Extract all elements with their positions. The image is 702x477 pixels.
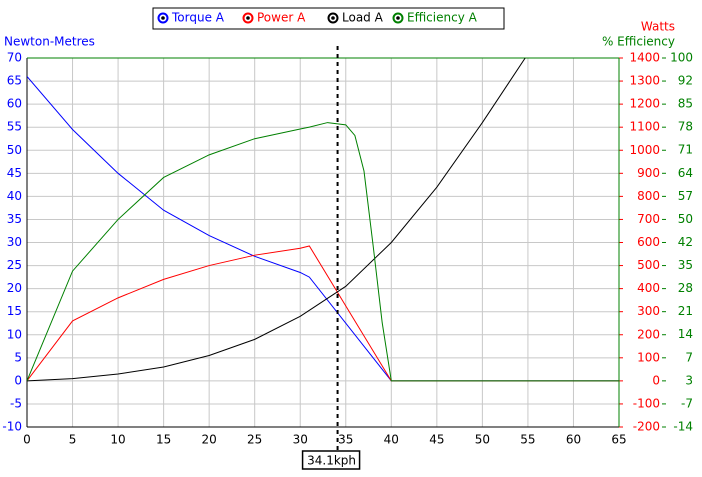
y3-tick-label: 7 bbox=[685, 350, 693, 364]
x-tick-label: 45 bbox=[429, 433, 444, 447]
y2-tick-label: 300 bbox=[637, 304, 660, 318]
x-tick-label: 15 bbox=[156, 433, 171, 447]
y-tick-label: 50 bbox=[7, 143, 22, 157]
y3-tick-label: 92 bbox=[678, 74, 693, 88]
y3-tick-label: 57 bbox=[678, 189, 693, 203]
y-tick-label: 60 bbox=[7, 97, 22, 111]
marker-label-box bbox=[301, 450, 361, 470]
y-tick-label: 0 bbox=[14, 373, 22, 387]
y3-tick-label: 14 bbox=[678, 327, 693, 341]
y2-tick-label: 0 bbox=[652, 373, 660, 387]
y-tick-label: -5 bbox=[10, 396, 22, 410]
y-axis-title: Newton-Metres bbox=[4, 35, 95, 49]
y-tick-label: 30 bbox=[7, 235, 22, 249]
y2-tick-label: 1300 bbox=[629, 74, 660, 88]
legend-marker-dot bbox=[246, 16, 250, 20]
y3-tick-label: -7 bbox=[681, 396, 693, 410]
legend-label: Efficiency A bbox=[407, 11, 478, 25]
y-tick-label: 70 bbox=[7, 51, 22, 65]
y2-tick-label: 400 bbox=[637, 281, 660, 295]
y-tick-label: 25 bbox=[7, 258, 22, 272]
plot-area bbox=[27, 58, 619, 382]
x-tick-label: 55 bbox=[520, 433, 535, 447]
series-line bbox=[27, 245, 619, 382]
y-tick-label: 20 bbox=[7, 281, 22, 295]
y3-tick-label: 42 bbox=[678, 235, 693, 249]
y2-tick-label: 800 bbox=[637, 189, 660, 203]
x-tick-label: 65 bbox=[611, 433, 626, 447]
y-tick-label: 15 bbox=[7, 304, 22, 318]
y2-tick-label: 500 bbox=[637, 258, 660, 272]
x-tick-label: 25 bbox=[247, 433, 262, 447]
y2-tick-label: 1000 bbox=[629, 143, 660, 157]
y3-tick-label: 71 bbox=[678, 143, 693, 157]
y2-tick-label: -200 bbox=[633, 420, 660, 434]
x-tick-label: 10 bbox=[110, 433, 125, 447]
y-tick-label: 5 bbox=[14, 350, 22, 364]
x-tick-label: 5 bbox=[69, 433, 77, 447]
y-tick-label: 40 bbox=[7, 189, 22, 203]
y2-tick-label: 1100 bbox=[629, 120, 660, 134]
y-tick-label: 10 bbox=[7, 327, 22, 341]
y-tick-label: -10 bbox=[2, 420, 22, 434]
marker-label: 34.1kph bbox=[307, 454, 356, 468]
y3-tick-label: -14 bbox=[673, 420, 693, 434]
x-tick-label: 40 bbox=[384, 433, 399, 447]
y3-tick-label: 21 bbox=[678, 304, 693, 318]
series-line bbox=[27, 122, 619, 382]
y2-tick-label: -100 bbox=[633, 396, 660, 410]
x-tick-label: 35 bbox=[338, 433, 353, 447]
y2-tick-label: 200 bbox=[637, 327, 660, 341]
y-tick-label: 45 bbox=[7, 166, 22, 180]
y3-tick-label: 3 bbox=[685, 373, 693, 387]
y3-tick-label: 50 bbox=[678, 212, 693, 226]
legend-marker-dot bbox=[161, 16, 165, 20]
y2-tick-label: 100 bbox=[637, 350, 660, 364]
legend-label: Torque A bbox=[171, 11, 225, 25]
legend-label: Load A bbox=[342, 11, 384, 25]
y3-tick-label: 28 bbox=[678, 281, 693, 295]
y2-tick-label: 900 bbox=[637, 166, 660, 180]
y-tick-label: 35 bbox=[7, 212, 22, 226]
x-tick-label: 20 bbox=[202, 433, 217, 447]
x-tick-label: 0 bbox=[23, 433, 31, 447]
y-tick-label: 55 bbox=[7, 120, 22, 134]
y2-tick-label: 600 bbox=[637, 235, 660, 249]
x-tick-label: 30 bbox=[293, 433, 308, 447]
y3-tick-label: 85 bbox=[678, 97, 693, 111]
y3-axis-title: % Efficiency bbox=[602, 35, 675, 49]
y3-tick-label: 78 bbox=[678, 120, 693, 134]
y2-tick-label: 1400 bbox=[629, 51, 660, 65]
x-tick-label: 60 bbox=[566, 433, 581, 447]
y2-tick-label: 1200 bbox=[629, 97, 660, 111]
y2-tick-label: 700 bbox=[637, 212, 660, 226]
y-tick-label: 65 bbox=[7, 74, 22, 88]
legend-marker-dot bbox=[331, 16, 335, 20]
series-line bbox=[27, 76, 619, 382]
y3-tick-label: 64 bbox=[678, 166, 693, 180]
legend-marker-dot bbox=[396, 16, 400, 20]
series-line bbox=[27, 58, 526, 382]
y3-tick-label: 35 bbox=[678, 258, 693, 272]
y3-tick-label: 100 bbox=[670, 51, 693, 65]
legend-label: Power A bbox=[257, 11, 306, 25]
x-tick-label: 50 bbox=[475, 433, 490, 447]
y2-axis-title: Watts bbox=[641, 20, 675, 34]
